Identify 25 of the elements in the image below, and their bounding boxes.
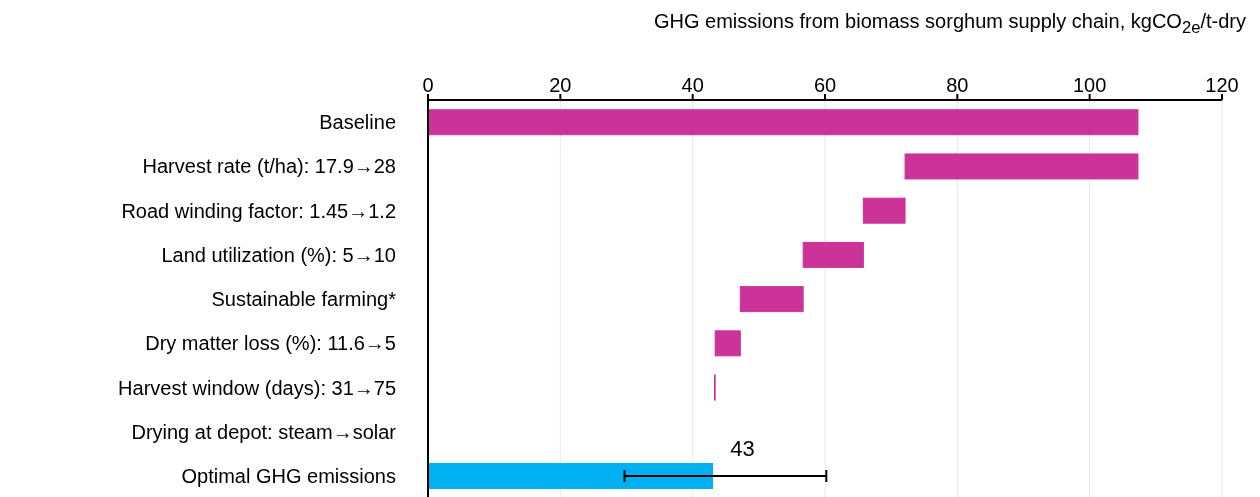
y-tick-label: Drying at depot: steam→solar bbox=[131, 420, 397, 443]
y-tick-label: Harvest window (days): 31→75 bbox=[118, 376, 396, 399]
bar bbox=[428, 109, 1139, 136]
bar bbox=[862, 197, 906, 224]
y-tick-label: Road winding factor: 1.45→1.2 bbox=[121, 199, 396, 222]
y-tick-label: Sustainable farming* bbox=[211, 288, 397, 311]
bar bbox=[904, 153, 1139, 180]
bar bbox=[428, 463, 714, 490]
data-label: 43 bbox=[730, 435, 755, 461]
x-tick-label: 60 bbox=[813, 74, 837, 96]
y-tick-label: Dry matter loss (%): 11.6→5 bbox=[145, 332, 396, 355]
x-tick-label: 80 bbox=[946, 74, 969, 96]
bar bbox=[714, 330, 741, 357]
bar bbox=[802, 241, 864, 268]
x-tick-label: 40 bbox=[681, 74, 704, 96]
y-tick-label: Baseline bbox=[319, 111, 396, 134]
y-tick-label: Land utilization (%): 5→10 bbox=[161, 243, 396, 266]
x-tick-label: 20 bbox=[549, 74, 572, 96]
y-tick-label: Optimal GHG emissions bbox=[181, 464, 396, 487]
bar bbox=[739, 286, 804, 313]
x-tick-label: 100 bbox=[1072, 74, 1107, 96]
y-tick-label: Harvest rate (t/ha): 17.9→28 bbox=[142, 155, 396, 178]
x-axis-title: GHG emissions from biomass sorghum supply chain, kgCO$_{2e}$/t-dry bbox=[653, 10, 1246, 38]
x-tick-label: 0 bbox=[422, 74, 434, 96]
x-tick-label: 120 bbox=[1205, 74, 1239, 96]
